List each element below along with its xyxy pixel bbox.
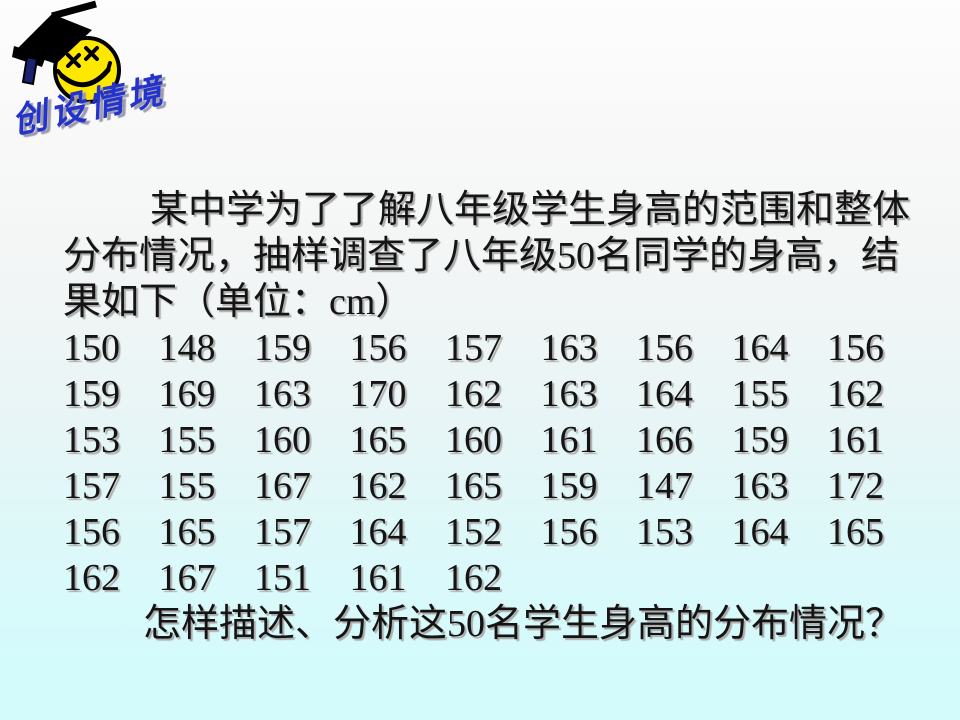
height-value: 159 xyxy=(540,465,598,507)
height-value: 159 xyxy=(63,373,120,415)
height-value: 156 xyxy=(636,327,693,369)
height-value: 151 xyxy=(254,557,311,599)
height-value: 161 xyxy=(349,557,407,599)
height-value: 169 xyxy=(158,373,216,415)
height-value: 160 xyxy=(445,419,502,461)
height-value: 147 xyxy=(636,465,693,507)
height-value: 153 xyxy=(636,511,693,553)
height-value: 159 xyxy=(254,327,311,369)
intro-line-2: 分布情况，抽样调查了八年级50名同学的身高，结 xyxy=(63,235,900,277)
height-row: 162 167 151 161 162 xyxy=(63,555,923,601)
height-value: 162 xyxy=(827,373,884,415)
height-row: 150 148 159 156 157 163 156 164 156 xyxy=(63,325,923,371)
height-value: 170 xyxy=(349,373,407,415)
intro-line-1: 某中学为了了解八年级学生身高的范围和整体 xyxy=(150,189,911,231)
height-value: 156 xyxy=(349,327,407,369)
intro-line-3: 果如下（单位：cm） xyxy=(63,281,414,323)
height-value: 160 xyxy=(254,419,311,461)
graduate-smiley-icon xyxy=(4,0,154,150)
height-value: 150 xyxy=(63,327,120,369)
height-value: 161 xyxy=(540,419,598,461)
height-value: 165 xyxy=(158,511,216,553)
height-row: 159 169 163 170 162 163 164 155 162 xyxy=(63,371,923,417)
height-value: 162 xyxy=(445,373,502,415)
height-value: 155 xyxy=(158,419,216,461)
height-value: 163 xyxy=(540,327,598,369)
height-value: 165 xyxy=(827,511,884,553)
height-value: 164 xyxy=(731,327,789,369)
height-row: 157 155 167 162 165 159 147 163 172 xyxy=(63,463,923,509)
height-value: 155 xyxy=(158,465,216,507)
height-value: 148 xyxy=(158,327,216,369)
height-value: 157 xyxy=(254,511,311,553)
height-value: 156 xyxy=(63,511,120,553)
height-value: 157 xyxy=(445,327,502,369)
slide-body: 某中学为了了解八年级学生身高的范围和整体 分布情况，抽样调查了八年级50名同学的… xyxy=(63,187,923,647)
height-value: 166 xyxy=(636,419,693,461)
height-value: 163 xyxy=(254,373,311,415)
height-value: 153 xyxy=(63,419,120,461)
height-value: 167 xyxy=(254,465,311,507)
height-value: 156 xyxy=(540,511,598,553)
height-value: 163 xyxy=(540,373,598,415)
height-value: 157 xyxy=(63,465,120,507)
height-value: 162 xyxy=(349,465,407,507)
height-value: 167 xyxy=(158,557,216,599)
height-value: 164 xyxy=(636,373,693,415)
height-value: 162 xyxy=(63,557,120,599)
question-line: 怎样描述、分析这50名学生身高的分布情况？ xyxy=(143,603,904,645)
height-value: 161 xyxy=(827,419,884,461)
height-value: 162 xyxy=(445,557,502,599)
height-value: 165 xyxy=(445,465,502,507)
height-value: 163 xyxy=(731,465,789,507)
height-value: 155 xyxy=(731,373,789,415)
height-value: 152 xyxy=(445,511,502,553)
height-value: 164 xyxy=(349,511,407,553)
height-row: 153 155 160 165 160 161 166 159 161 xyxy=(63,417,923,463)
height-value: 159 xyxy=(731,419,789,461)
height-value: 156 xyxy=(827,327,884,369)
height-data-grid: 150 148 159 156 157 163 156 164 156 159 169 163 170 1… xyxy=(63,325,923,601)
height-value: 165 xyxy=(349,419,407,461)
height-value: 172 xyxy=(827,465,884,507)
height-row: 156 165 157 164 152 156 153 164 165 xyxy=(63,509,923,555)
height-value: 164 xyxy=(731,511,789,553)
